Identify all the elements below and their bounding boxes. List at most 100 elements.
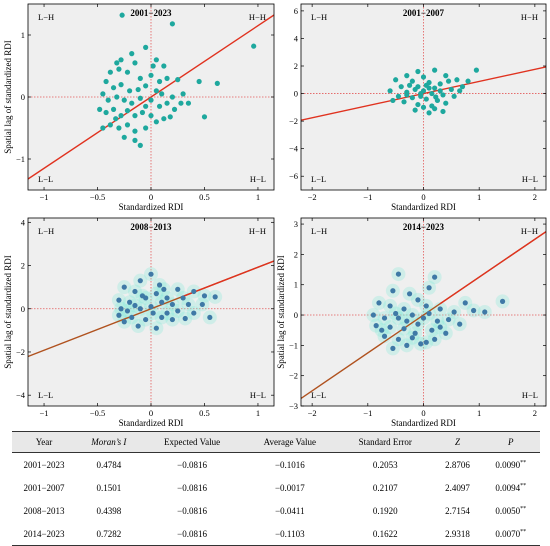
regression-line-upper-segment: [182, 260, 274, 297]
x-tick-label: −1: [40, 408, 49, 418]
data-point: [465, 78, 471, 84]
data-point: [415, 101, 421, 108]
data-point: [462, 300, 468, 306]
data-point: [132, 113, 138, 119]
x-tick-label: −0.5: [90, 192, 105, 202]
data-point: [116, 66, 122, 72]
data-point: [110, 85, 117, 91]
x-tick-label: 0.5: [199, 192, 210, 202]
y-tick-label: −2: [16, 347, 25, 357]
data-point: [156, 103, 163, 109]
quadrant-label-high-high: H−H: [249, 226, 266, 236]
y-tick-label: −2: [289, 116, 298, 126]
data-point: [119, 12, 125, 18]
data-point: [148, 271, 154, 277]
data-point: [404, 342, 410, 348]
cell-standard-error: 0.1622: [337, 522, 434, 546]
data-point: [159, 314, 165, 321]
panel-title: 2001−2007: [403, 8, 445, 18]
cell-year: 2001−2007: [23, 482, 65, 493]
cell-standard-error: 0.1920: [372, 505, 398, 516]
data-point: [175, 308, 181, 314]
data-point: [169, 316, 175, 323]
data-point: [451, 309, 457, 315]
data-point: [404, 92, 410, 98]
data-point: [499, 298, 506, 304]
x-tick-label: −2: [308, 192, 317, 202]
data-point: [132, 302, 138, 309]
data-point: [440, 92, 446, 98]
data-point: [196, 78, 202, 85]
data-point: [433, 94, 439, 100]
significance-mark: **: [520, 482, 527, 489]
data-point: [395, 271, 402, 277]
data-point: [432, 85, 438, 91]
data-point: [159, 91, 165, 97]
data-point: [182, 315, 188, 322]
x-tick-label: −1: [363, 408, 372, 418]
data-point: [153, 88, 159, 94]
data-point: [370, 312, 376, 318]
data-point: [159, 299, 165, 305]
data-point: [415, 68, 421, 75]
data-point: [201, 293, 208, 299]
data-point: [451, 93, 457, 99]
data-point: [393, 310, 399, 317]
data-point: [381, 315, 388, 321]
data-point: [415, 321, 421, 327]
table-row: 2014−2023 0.7282 −0.0816 −0.1103 0.1622 …: [12, 522, 540, 546]
data-point: [404, 318, 410, 324]
data-point: [114, 60, 120, 66]
data-point: [423, 96, 429, 102]
data-point: [129, 51, 135, 57]
data-point: [418, 341, 424, 347]
data-point: [426, 110, 432, 116]
quadrant-label-low-high: L−H: [311, 226, 327, 236]
panel-2014-2023: −2 −1 0 1 2 −3 −2 −1 0 1 2 3 2014−2023 L−H H−H L−L H−L St…: [276, 217, 547, 428]
data-point: [412, 330, 418, 336]
y-tick-label: 0: [294, 310, 298, 320]
x-tick-label: 0: [149, 408, 153, 418]
x-tick-label: 0: [149, 192, 153, 202]
data-point: [401, 99, 407, 105]
data-point: [387, 324, 393, 330]
cell-morans-i: 0.4784: [96, 459, 122, 470]
plot-data-layer: [28, 4, 274, 190]
data-point: [116, 312, 122, 318]
data-point: [124, 108, 131, 114]
y-tick-label: 2: [21, 261, 25, 271]
data-point: [376, 300, 382, 306]
data-point: [137, 75, 143, 81]
quadrant-label-low-low: L−L: [38, 390, 53, 400]
data-point: [443, 330, 449, 336]
data-point: [395, 93, 402, 99]
data-point: [121, 319, 127, 325]
cell-average-value: −0.0411: [275, 505, 305, 516]
col-header-morans-i: Moran’s I: [76, 431, 142, 453]
y-tick-label: −6: [289, 171, 298, 181]
data-point: [132, 128, 138, 134]
panel-title: 2014−2023: [403, 222, 445, 232]
data-point: [432, 336, 438, 342]
y-tick-label: 4: [294, 33, 299, 43]
data-point: [180, 295, 186, 301]
data-point: [148, 113, 154, 119]
data-point: [381, 333, 388, 339]
data-point: [153, 291, 159, 297]
quadrant-label-low-low: L−L: [38, 174, 53, 184]
x-tick-label: −0.5: [90, 408, 105, 418]
moran-statistics-table: Year Moran’s I Expected Value Average Va…: [12, 431, 540, 546]
y-tick-label: 6: [294, 6, 298, 16]
plot-data-layer: [301, 218, 546, 406]
quadrant-label-low-high: L−H: [311, 12, 327, 22]
data-point: [164, 310, 170, 316]
data-point: [443, 73, 449, 79]
data-point: [429, 327, 435, 333]
data-point: [471, 307, 477, 314]
data-point: [164, 75, 170, 81]
data-point: [135, 86, 141, 93]
quadrant-label-high-high: H−H: [249, 12, 266, 22]
data-point: [426, 310, 432, 317]
data-point: [423, 82, 429, 88]
plot-data-layer: [28, 218, 274, 406]
